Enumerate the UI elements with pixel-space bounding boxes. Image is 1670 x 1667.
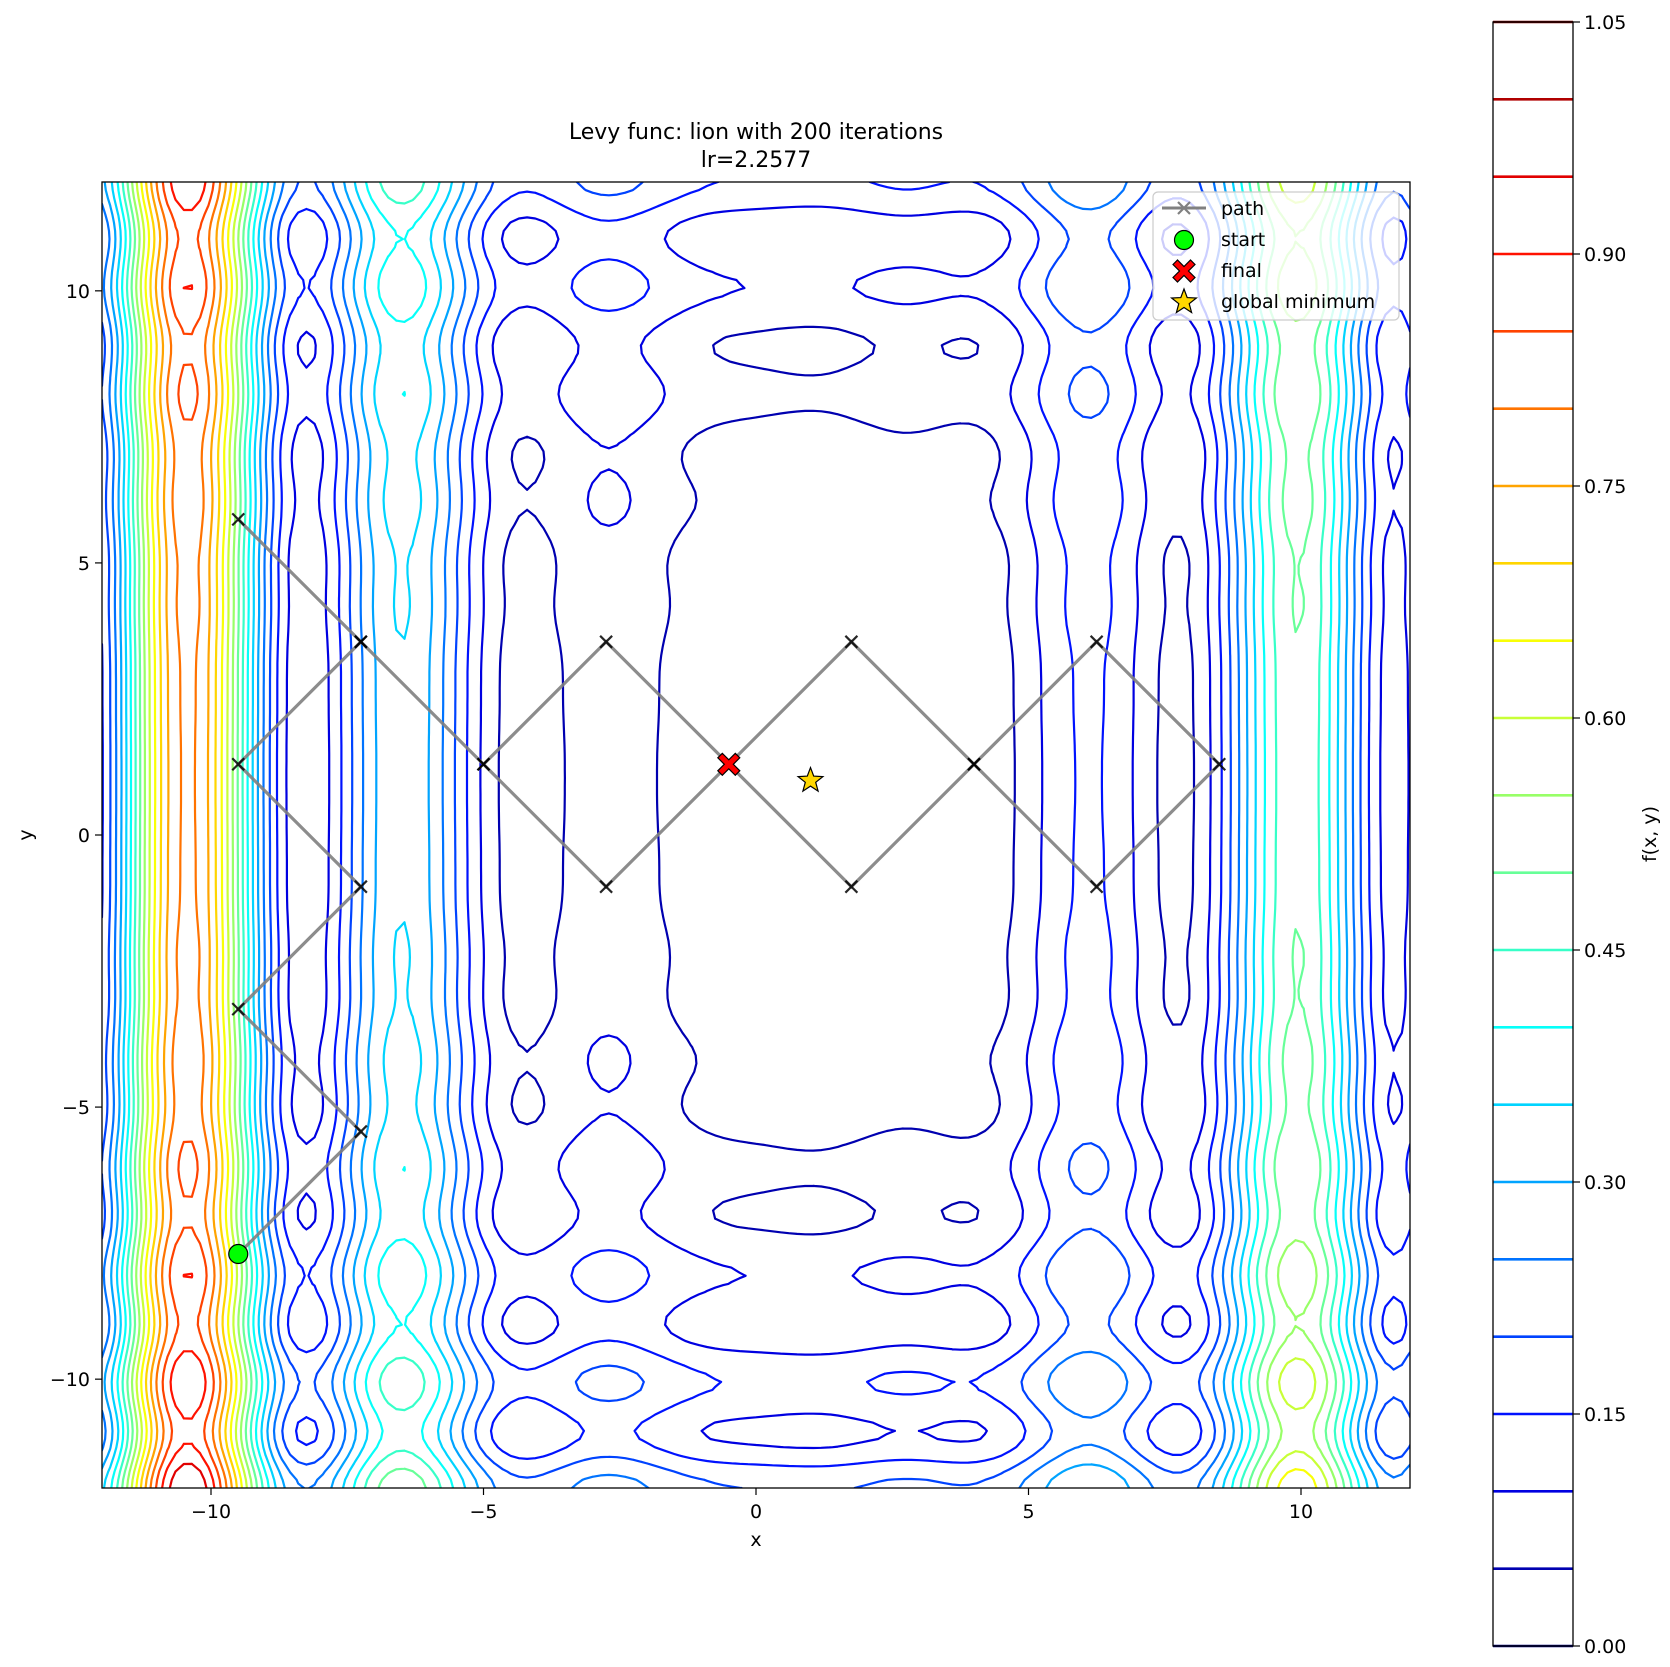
contour-level-13 bbox=[135, 182, 1318, 1488]
colorbar-background bbox=[1493, 22, 1573, 1646]
path-point-marker bbox=[354, 1124, 368, 1139]
title: Levy func: lion with 200 iterations bbox=[569, 120, 943, 145]
colorbar-tick-label: 0.30 bbox=[1584, 1172, 1626, 1194]
x-tick-label: 0 bbox=[750, 1501, 762, 1523]
contour-level-1 bbox=[497, 325, 1196, 1236]
colorbar-tick-label: 0.90 bbox=[1584, 244, 1626, 266]
contour-lines bbox=[102, 182, 1410, 1488]
path-point-marker bbox=[476, 757, 491, 772]
legend-entry-path: path bbox=[1162, 198, 1264, 220]
contour-level-16 bbox=[149, 182, 228, 1488]
legend-final-marker bbox=[1172, 259, 1196, 283]
optimizer-path bbox=[228, 512, 1227, 1265]
path-point-marker bbox=[1212, 757, 1227, 772]
path-point-marker bbox=[967, 757, 981, 772]
colorbar-tick-label: 1.05 bbox=[1584, 12, 1626, 34]
path-point-marker bbox=[599, 879, 613, 894]
colorbar-tick-label: 0.00 bbox=[1584, 1636, 1626, 1658]
legend-label-final: final bbox=[1221, 260, 1262, 282]
legend-box bbox=[1152, 191, 1400, 321]
legend-entry-final: final bbox=[1172, 259, 1262, 283]
contour-level-2 bbox=[285, 205, 1410, 1450]
legend-start-marker bbox=[1173, 229, 1195, 251]
contour-level-19 bbox=[168, 1462, 208, 1488]
y-tick-label: 10 bbox=[66, 281, 90, 303]
legend-path-marker bbox=[1177, 201, 1191, 215]
colorbar-ticks: 0.00 0.15 0.30 0.45 0.60 0.75 0.90 1.05 bbox=[1573, 12, 1626, 1658]
colorbar: 0.00 0.15 0.30 0.45 0.60 0.75 0.90 1.05 f(x, y) bbox=[1492, 12, 1661, 1658]
x-axis: −10 −5 0 5 10 bbox=[191, 1488, 1313, 1523]
path-point-marker bbox=[1089, 635, 1104, 649]
path-point-marker bbox=[354, 879, 368, 894]
contour-level-7 bbox=[102, 182, 1369, 1488]
y-axis-label: y bbox=[15, 829, 37, 840]
path-point-marker bbox=[599, 635, 613, 649]
start-marker bbox=[228, 1243, 249, 1265]
contour-level-8 bbox=[110, 182, 1361, 1488]
y-tick-label: −5 bbox=[62, 1097, 90, 1119]
y-tick-label: 0 bbox=[78, 825, 90, 847]
contour-level-9 bbox=[116, 182, 1353, 1488]
contour-level-15 bbox=[144, 182, 233, 1488]
contour-level-4 bbox=[102, 182, 1410, 1488]
contour-level-3 bbox=[102, 182, 1410, 1468]
x-tick-label: 10 bbox=[1289, 1501, 1313, 1523]
legend-label-start: start bbox=[1221, 229, 1265, 251]
y-axis: −10 −5 0 5 10 bbox=[50, 281, 102, 1391]
contour-level-6 bbox=[102, 182, 1380, 1488]
legend: path start final global minimum bbox=[1152, 191, 1400, 321]
legend-star-marker bbox=[1169, 287, 1199, 314]
y-tick-label: 5 bbox=[78, 553, 90, 575]
contour-level-18 bbox=[161, 182, 216, 1488]
chart-title: Levy func: lion with 200 iterations lr=2… bbox=[569, 120, 943, 173]
path-point-marker bbox=[231, 512, 246, 527]
contour-level-12 bbox=[130, 182, 1330, 1488]
path-point-marker bbox=[231, 757, 246, 772]
contour-level-14 bbox=[139, 182, 238, 1488]
x-axis-label: x bbox=[750, 1529, 761, 1551]
global-minimum-marker bbox=[796, 765, 825, 793]
contour-level-10 bbox=[121, 182, 1346, 1488]
x-tick-label: −10 bbox=[191, 1501, 231, 1523]
colorbar-tick-label: 0.75 bbox=[1584, 476, 1626, 498]
path-point-marker bbox=[231, 1002, 246, 1016]
legend-entry-start: start bbox=[1173, 229, 1265, 251]
colorbar-frame bbox=[1492, 21, 1574, 1647]
y-tick-label: −10 bbox=[50, 1369, 90, 1391]
x-tick-label: 5 bbox=[1022, 1501, 1034, 1523]
subtitle: lr=2.2577 bbox=[701, 148, 812, 173]
path-point-marker bbox=[1089, 879, 1104, 894]
colorbar-tick-label: 0.15 bbox=[1584, 1404, 1626, 1426]
colorbar-tick-label: 0.60 bbox=[1584, 708, 1626, 730]
legend-label-path: path bbox=[1221, 198, 1264, 220]
colorbar-label: f(x, y) bbox=[1639, 806, 1661, 862]
path-point-marker bbox=[844, 879, 859, 894]
x-tick-label: −5 bbox=[469, 1501, 497, 1523]
legend-entry-global-minimum: global minimum bbox=[1169, 287, 1375, 314]
contour-level-5 bbox=[102, 182, 1410, 1488]
contour-level-17 bbox=[154, 182, 222, 1488]
legend-label-global-minimum: global minimum bbox=[1221, 291, 1375, 313]
colorbar-tick-label: 0.45 bbox=[1584, 940, 1626, 962]
path-point-marker bbox=[844, 635, 859, 649]
path-point-marker bbox=[354, 635, 368, 649]
final-marker bbox=[716, 752, 741, 777]
